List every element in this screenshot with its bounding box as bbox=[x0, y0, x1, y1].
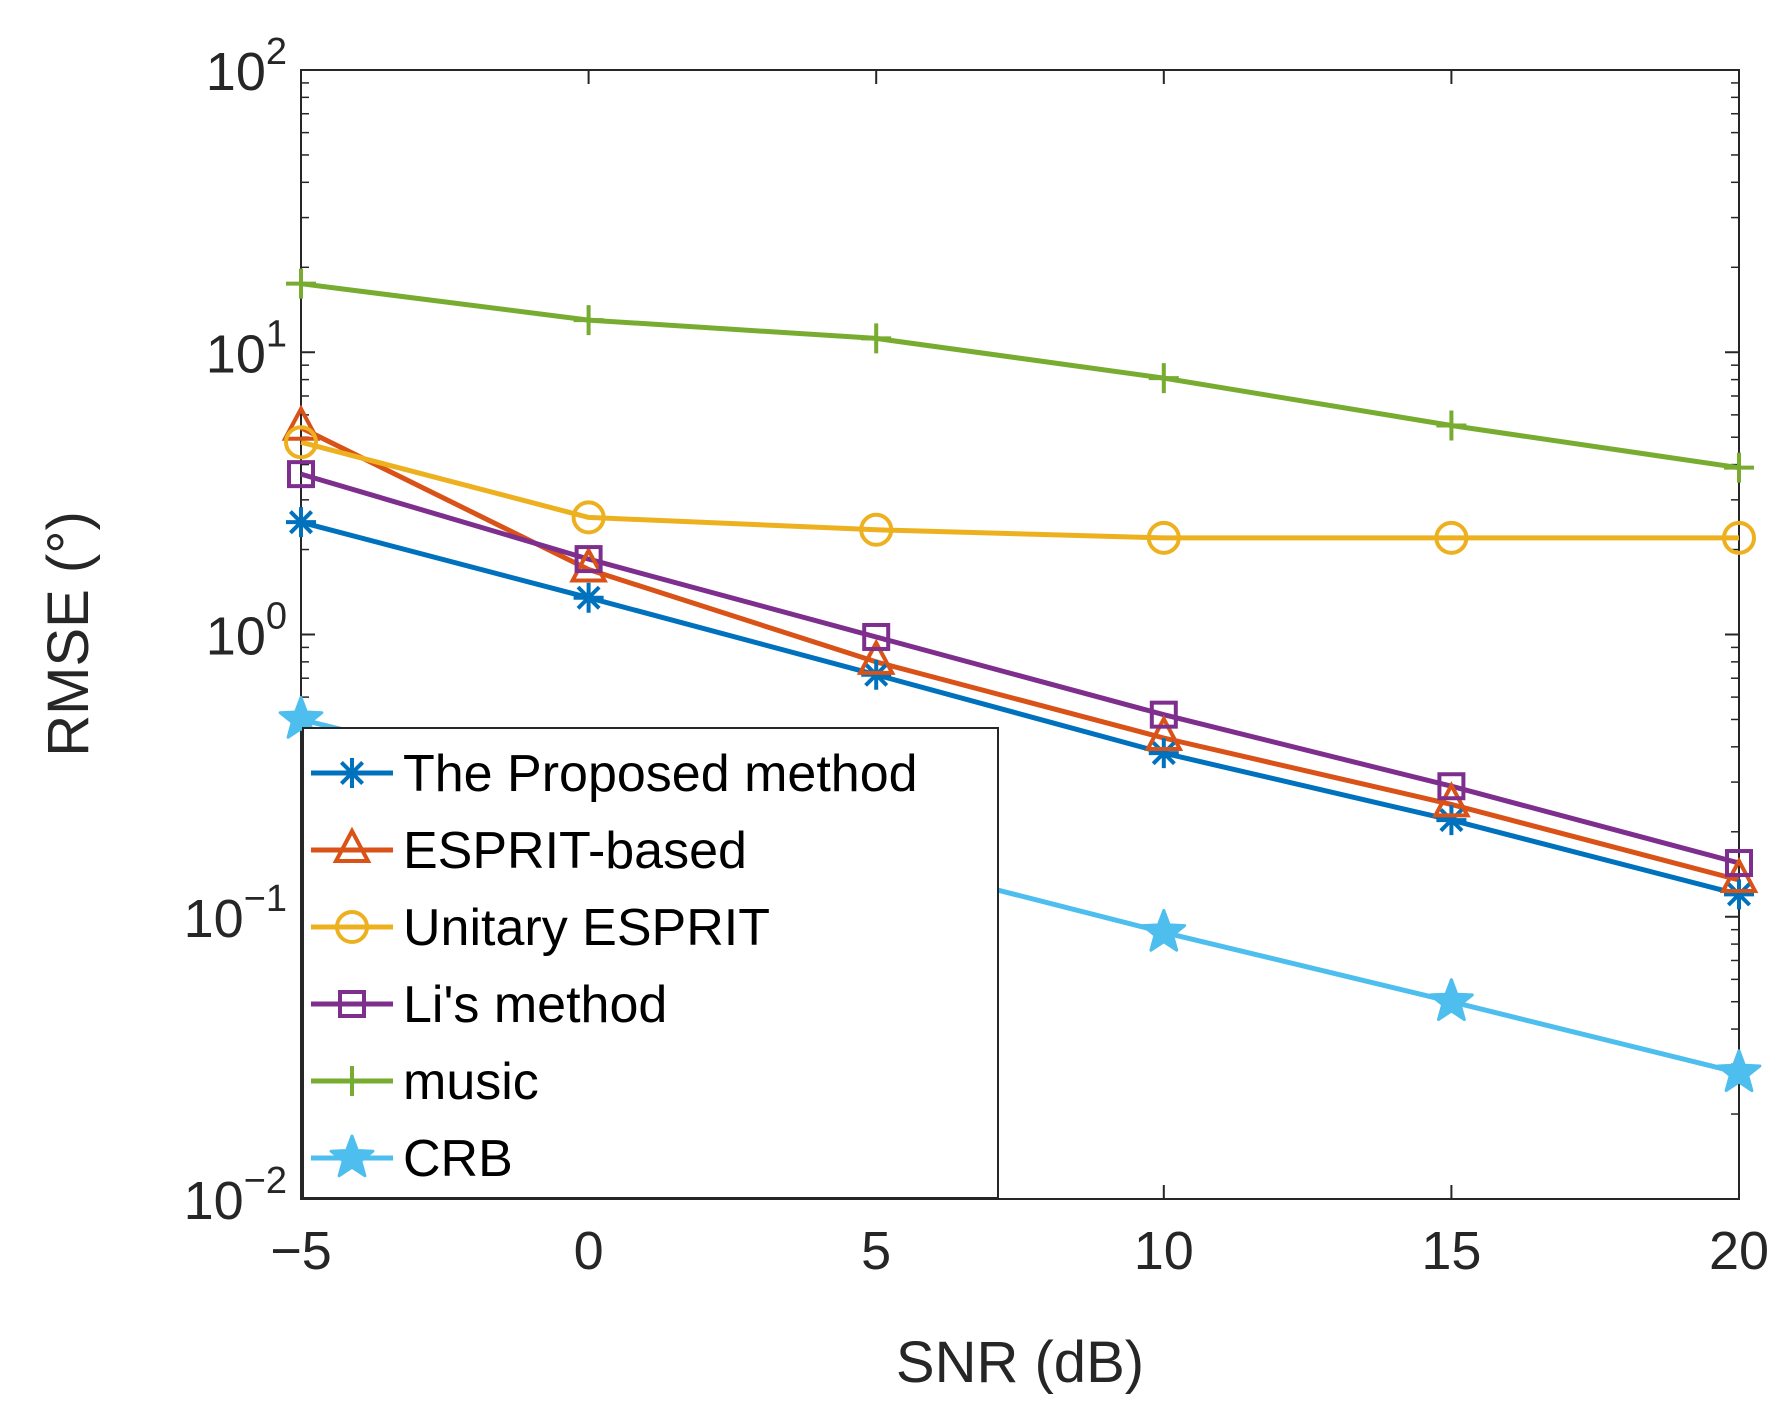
y-tick-label: 102 bbox=[206, 31, 287, 102]
series-line-the-proposed-method bbox=[300, 519, 1740, 897]
legend-marker-the-proposed-method bbox=[337, 758, 367, 788]
data-point-esprit-based bbox=[569, 546, 608, 583]
data-point-unitary-esprit bbox=[1434, 520, 1469, 555]
legend: The Proposed method ESPRIT-based Unitary E… bbox=[302, 727, 999, 1199]
series-line-music bbox=[300, 281, 1740, 471]
legend-label-li-s-method: Li's method bbox=[403, 976, 667, 1034]
y-tick-label: 10−2 bbox=[184, 1160, 287, 1231]
data-point-the-proposed-method bbox=[1148, 738, 1179, 769]
data-point-crb bbox=[278, 696, 324, 739]
x-tick-labels: −5 0 5 10 15 20 bbox=[270, 1221, 1769, 1281]
data-point-esprit-based bbox=[1144, 714, 1184, 751]
x-tick-label: 5 bbox=[861, 1221, 891, 1281]
data-point-unitary-esprit bbox=[571, 500, 606, 535]
legend-label-esprit-based: ESPRIT-based bbox=[403, 822, 747, 880]
axis-ticks bbox=[300, 69, 1740, 1200]
legend-label-music: music bbox=[403, 1053, 539, 1111]
data-point-unitary-esprit bbox=[859, 512, 894, 547]
x-tick-label: 0 bbox=[574, 1221, 604, 1281]
data-point-crb bbox=[1429, 978, 1474, 1021]
y-tick-label: 101 bbox=[206, 313, 287, 384]
data-point-li-s-method bbox=[862, 622, 891, 651]
x-tick-label: −5 bbox=[270, 1221, 332, 1281]
legend-label-the-proposed-method: The Proposed method bbox=[403, 745, 918, 803]
data-point-music bbox=[861, 323, 892, 354]
y-tick-label: 10−1 bbox=[184, 878, 287, 949]
data-point-music bbox=[1724, 452, 1754, 483]
y-tick-label: 100 bbox=[206, 596, 287, 667]
data-point-the-proposed-method bbox=[286, 507, 316, 538]
data-point-the-proposed-method bbox=[1436, 805, 1467, 836]
data-point-unitary-esprit bbox=[1146, 520, 1181, 555]
legend-marker-li-s-method bbox=[338, 990, 366, 1018]
data-point-li-s-method bbox=[1437, 772, 1466, 801]
data-point-music bbox=[286, 268, 316, 299]
legend-marker-crb bbox=[329, 1134, 375, 1178]
data-point-music bbox=[573, 305, 604, 336]
data-point-unitary-esprit bbox=[1722, 520, 1756, 555]
x-axis-title: SNR (dB) bbox=[896, 1330, 1144, 1395]
data-point-esprit-based bbox=[281, 404, 321, 441]
data-point-esprit-based bbox=[1432, 781, 1471, 818]
series-line-unitary-esprit bbox=[300, 439, 1739, 541]
data-point-crb bbox=[1716, 1049, 1762, 1093]
data-point-the-proposed-method bbox=[573, 582, 604, 613]
data-point-the-proposed-method bbox=[1724, 879, 1754, 910]
data-point-li-s-method bbox=[1725, 849, 1753, 878]
legend-label-unitary-esprit: Unitary ESPRIT bbox=[403, 899, 770, 957]
legend-marker-unitary-esprit bbox=[335, 910, 369, 944]
data-point-music bbox=[1436, 410, 1467, 441]
x-tick-label: 15 bbox=[1421, 1221, 1481, 1281]
data-point-li-s-method bbox=[287, 460, 315, 489]
data-point-esprit-based bbox=[856, 638, 896, 675]
data-point-music bbox=[1148, 363, 1179, 394]
legend-box bbox=[302, 727, 999, 1199]
legend-label-crb: CRB bbox=[403, 1130, 513, 1188]
legend-marker-esprit-based bbox=[332, 826, 372, 863]
data-point-unitary-esprit bbox=[284, 425, 318, 460]
y-tick-labels: 10−2 10−1 100 101 102 bbox=[184, 31, 287, 1231]
y-axis-title: RMSE (°) bbox=[36, 511, 101, 757]
x-tick-label: 20 bbox=[1709, 1221, 1769, 1281]
data-point-li-s-method bbox=[1149, 700, 1178, 729]
x-tick-label: 10 bbox=[1134, 1221, 1194, 1281]
series-line-li-s-method bbox=[300, 471, 1740, 866]
legend-marker-music bbox=[337, 1066, 367, 1096]
data-point-li-s-method bbox=[574, 545, 603, 574]
data-point-crb bbox=[1141, 908, 1187, 952]
